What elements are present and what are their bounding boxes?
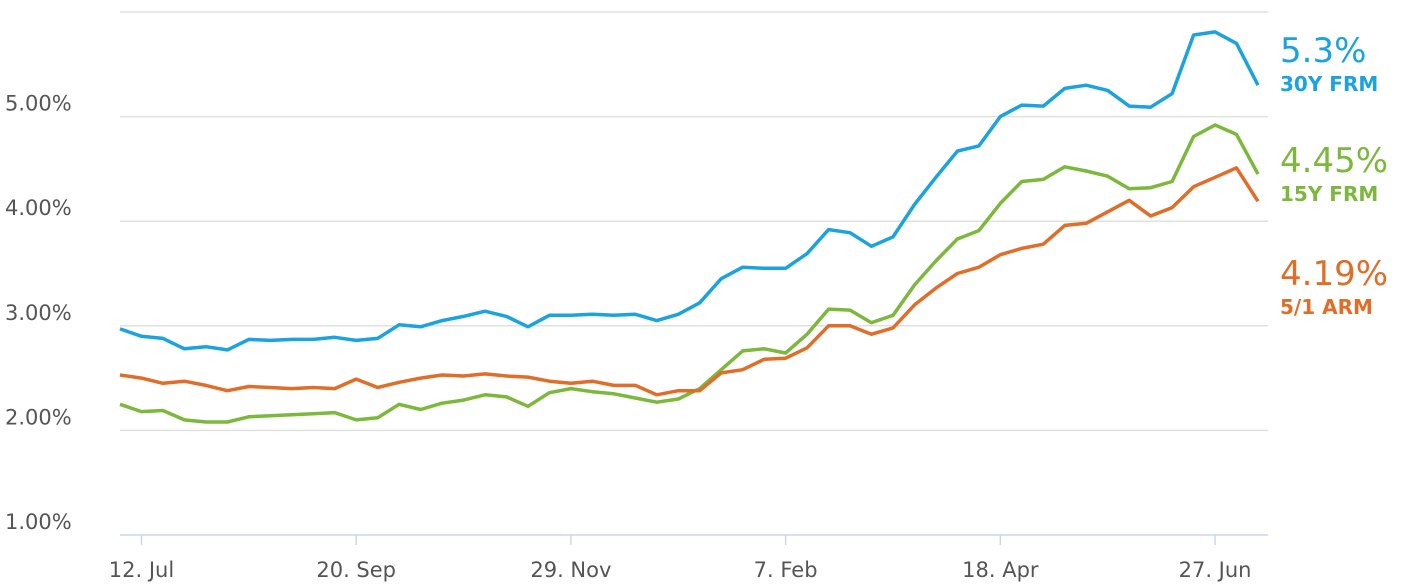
series-line — [119, 123, 1260, 424]
x-tick-label: 7. Feb — [754, 558, 818, 582]
end-value-label: 5.3% — [1280, 31, 1366, 71]
x-tick-label: 20. Sep — [316, 558, 396, 582]
y-tick-label: 1.00% — [5, 510, 72, 534]
x-tick-label: 12. Jul — [109, 558, 174, 582]
series-name: 30Y FRM — [1280, 72, 1378, 96]
y-tick-label: 5.00% — [5, 92, 72, 116]
end-value-label: 4.45% — [1280, 141, 1388, 181]
x-tick-label: 18. Apr — [962, 558, 1039, 582]
series-name: 15Y FRM — [1280, 182, 1378, 206]
series-line — [119, 166, 1260, 397]
y-tick-label: 4.00% — [5, 196, 72, 220]
x-tick-label: 29. Nov — [530, 558, 611, 582]
x-tick-label: 27. Jun — [1179, 558, 1252, 582]
series-name: 5/1 ARM — [1280, 295, 1373, 319]
end-value-label: 4.19% — [1280, 254, 1388, 294]
y-tick-label: 3.00% — [5, 301, 72, 325]
y-tick-label: 2.00% — [5, 405, 72, 429]
series-line — [119, 30, 1260, 352]
